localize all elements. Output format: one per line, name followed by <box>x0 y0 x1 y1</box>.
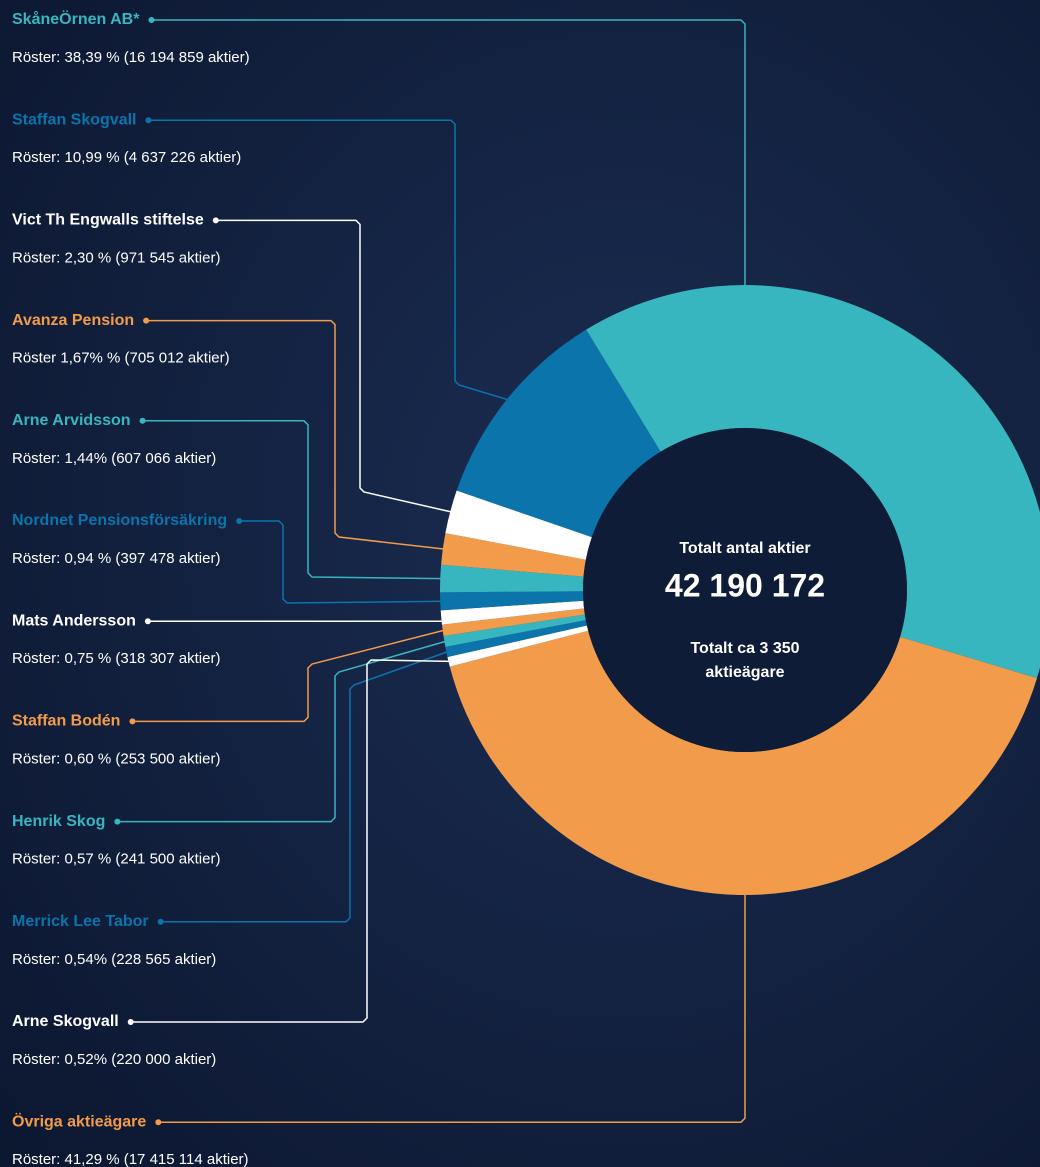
value-label: Röster: 0,57 % (241 500 aktier) <box>12 851 220 868</box>
value-label: Röster 1,67% % (705 012 aktier) <box>12 350 230 367</box>
value-label: Röster: 10,99 % (4 637 226 aktier) <box>12 149 241 166</box>
center-note: Totalt ca 3 350 <box>690 640 799 657</box>
legend-label: Mats Andersson <box>12 612 136 629</box>
legend-label: Vict Th Engwalls stiftelse <box>12 212 204 229</box>
legend-dot <box>114 819 120 825</box>
center-note: aktieägare <box>705 664 784 681</box>
legend-label: Nordnet Pensionsförsäkring <box>12 512 227 529</box>
value-label: Röster: 41,29 % (17 415 114 aktier) <box>12 1151 249 1167</box>
legend-dot <box>236 518 242 524</box>
legend-label: Merrick Lee Tabor <box>12 913 149 930</box>
legend-dot <box>145 117 151 123</box>
center-total: 42 190 172 <box>665 567 825 603</box>
value-label: Röster: 38,39 % (16 194 859 aktier) <box>12 49 250 66</box>
legend-label: Staffan Bodén <box>12 713 120 730</box>
legend-label: Staffan Skogvall <box>12 111 136 128</box>
value-label: Röster: 0,54% (228 565 aktier) <box>12 951 216 968</box>
legend-label: Arne Arvidsson <box>12 412 131 429</box>
value-label: Röster: 0,94 % (397 478 aktier) <box>12 550 220 567</box>
legend-label: Avanza Pension <box>12 312 134 329</box>
legend-dot <box>148 17 154 23</box>
value-label: Röster: 2,30 % (971 545 aktier) <box>12 249 220 266</box>
value-label: Röster: 0,60 % (253 500 aktier) <box>12 750 220 767</box>
chart: Totalt antal aktier 42 190 172 Totalt ca… <box>0 0 1040 1167</box>
legend-dot <box>129 718 135 724</box>
legend-dot <box>213 217 219 223</box>
center-label: Totalt antal aktier <box>679 540 810 557</box>
value-label: Röster: 0,75 % (318 307 aktier) <box>12 650 220 667</box>
legend-dot <box>128 1019 134 1025</box>
legend-dot <box>145 618 151 624</box>
legend-dot <box>143 318 149 324</box>
legend-label: Arne Skogvall <box>12 1013 119 1030</box>
legend-label: Övriga aktieägare <box>12 1111 146 1130</box>
legend-dot <box>158 919 164 925</box>
legend-dot <box>140 418 146 424</box>
legend-label: SkåneÖrnen AB* <box>12 9 140 28</box>
legend-label: Henrik Skog <box>12 813 105 830</box>
value-label: Röster: 0,52% (220 000 aktier) <box>12 1051 216 1068</box>
value-label: Röster: 1,44% (607 066 aktier) <box>12 450 216 467</box>
legend-dot <box>155 1119 161 1125</box>
